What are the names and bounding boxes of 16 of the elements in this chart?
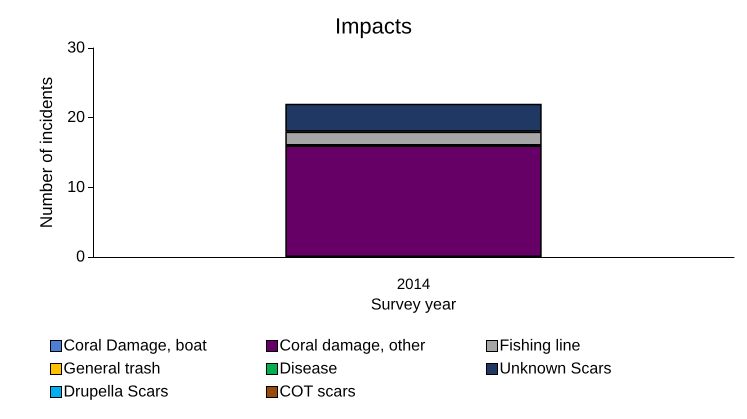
y-tick-label: 10	[67, 178, 86, 196]
legend-label: Unknown Scars	[500, 360, 612, 378]
y-tick-label: 0	[76, 248, 86, 266]
legend-label: Coral damage, other	[280, 338, 426, 354]
y-tick-label: 20	[67, 109, 86, 126]
x-axis-title: Survey year	[370, 296, 457, 314]
legend-label: COT scars	[280, 384, 356, 400]
chart-title: Impacts	[334, 14, 412, 38]
y-axis-title: Number of incidents	[37, 76, 56, 228]
legend-label: Drupella Scars	[64, 384, 168, 400]
y-tick-label: 30	[67, 40, 86, 56]
legend-label: Disease	[280, 360, 338, 378]
legend-label: Fishing line	[500, 338, 581, 354]
legend-label: Coral Damage, boat	[64, 338, 208, 354]
legend-label: General trash	[64, 360, 160, 378]
x-tick-label: 2014	[396, 276, 430, 293]
